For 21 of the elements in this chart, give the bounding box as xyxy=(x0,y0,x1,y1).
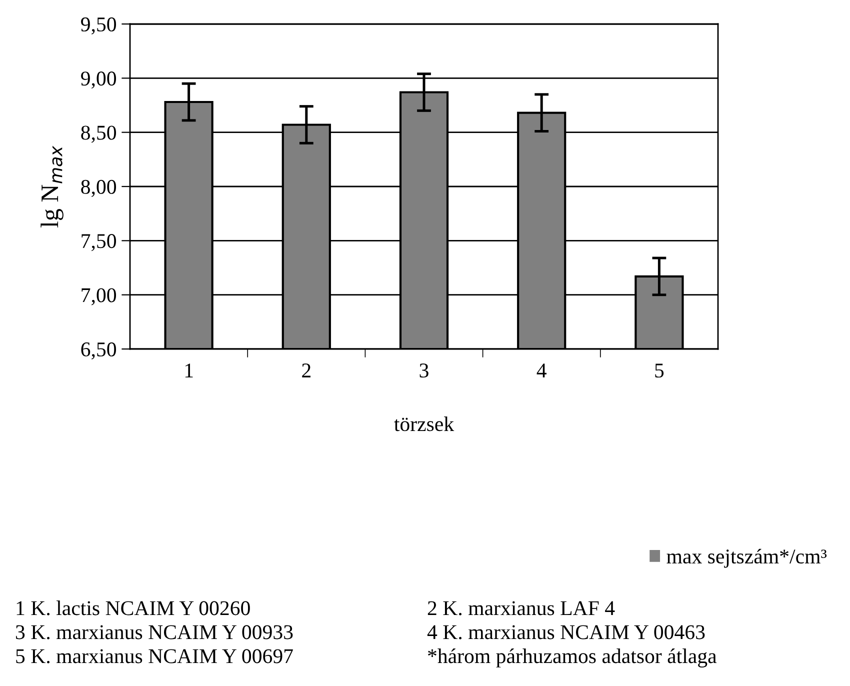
legend-label: max sejtszám*/cm³ xyxy=(666,548,827,568)
y-tick-label: 9,50 xyxy=(81,17,116,34)
x-tick-label: 3 xyxy=(420,364,428,378)
text: 4 K. marxianus NCAIM Y 00463 xyxy=(427,625,705,640)
text: 5 K. marxianus NCAIM Y 00697 xyxy=(16,649,293,664)
y-tick-label: 8,00 xyxy=(81,180,116,197)
x-tick-label: 1 xyxy=(185,364,193,378)
y-tick-label: 7,00 xyxy=(82,288,116,306)
y-tick-label: 9,00 xyxy=(81,72,116,89)
x-tick-label: 4 xyxy=(536,364,546,378)
y-axis-title: lg N$_{max}$ xyxy=(40,146,64,228)
y-tick-label: 6,50 xyxy=(81,342,116,360)
y-tick-label: 8,50 xyxy=(81,126,116,143)
x-axis-title: törzsek xyxy=(394,416,454,432)
text: *három párhuzamos adatsor átlaga xyxy=(428,648,717,668)
x-tick-label: 5 xyxy=(655,364,664,378)
y-tick-label: 7,50 xyxy=(82,234,116,252)
text: 3 K. marxianus NCAIM Y 00933 xyxy=(16,625,293,640)
text: 1 K. lactis NCAIM Y 00260 xyxy=(16,600,250,616)
x-tick-label: 2 xyxy=(302,364,310,378)
text: 2 K. marxianus LAF 4 xyxy=(428,601,615,616)
